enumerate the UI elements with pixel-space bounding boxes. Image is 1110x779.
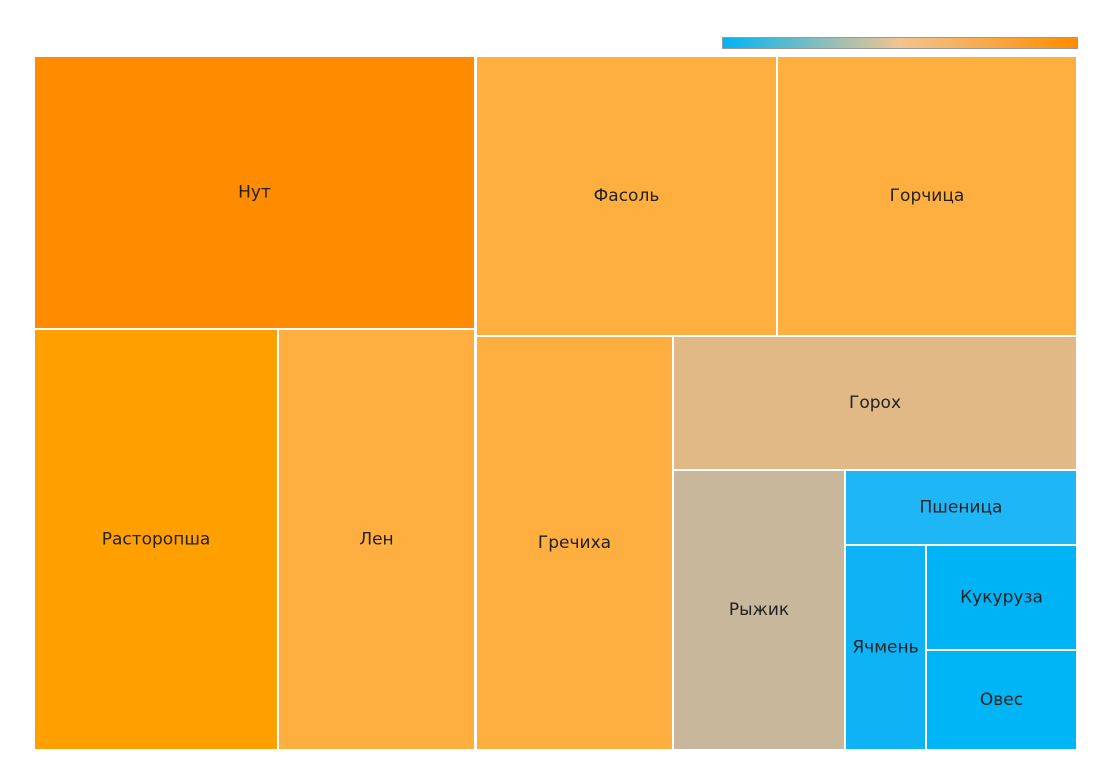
treemap-cell-12 [925, 649, 1078, 751]
treemap-cell-12-label: Овес [980, 690, 1023, 710]
treemap-cell-3-label: Лен [359, 530, 393, 550]
treemap-cell-8 [672, 469, 846, 751]
treemap-cell-6 [475, 335, 674, 751]
treemap-cell-1 [33, 55, 476, 330]
treemap-cell-3 [277, 328, 476, 751]
treemap-cell-11 [925, 544, 1078, 651]
treemap-cell-5 [776, 55, 1078, 337]
treemap-cell-11-label: Кукуруза [960, 588, 1043, 608]
treemap-cell-6-label: Гречиха [538, 533, 611, 553]
treemap-cell-2 [33, 328, 279, 751]
treemap-cell-9-label: Пшеница [920, 498, 1003, 518]
treemap-cell-10-label: Ячмень [852, 638, 918, 658]
treemap-cell-2-label: Расторопша [102, 530, 211, 550]
treemap-cell-10 [844, 544, 927, 751]
treemap-cell-7-label: Горох [849, 393, 901, 413]
treemap-cell-4-label: Фасоль [594, 186, 660, 206]
treemap-cell-8-label: Рыжик [729, 600, 789, 620]
treemap-cell-5-label: Горчица [890, 186, 965, 206]
treemap-cell-4 [475, 55, 778, 337]
color-scale-legend [722, 37, 1078, 49]
treemap-cell-1-label: Нут [238, 183, 271, 203]
